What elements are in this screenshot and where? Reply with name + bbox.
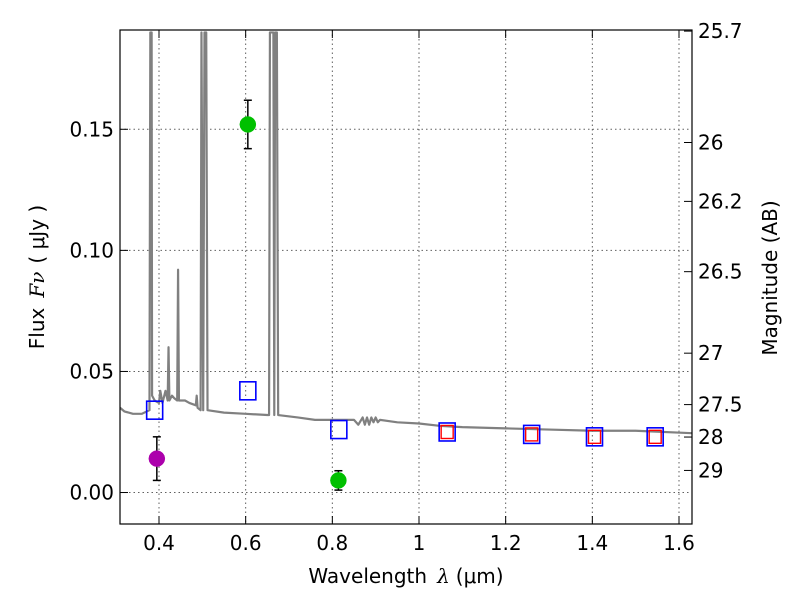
- axis-ticks: 0.4 0.6 0.8 1 1.2 1.4 1.6 0.00 0.05 0.10 0.15 25.7 2…: [69, 19, 742, 555]
- observed-point: [330, 472, 347, 489]
- mag-tick-label: 27.5: [698, 393, 743, 417]
- mag-tick-label: 26.2: [698, 189, 743, 213]
- observed-photometry: [148, 99, 347, 491]
- y-tick-label: 0.15: [69, 117, 114, 141]
- model-photometry: [145, 381, 664, 447]
- mag-tick-label: 26.5: [698, 260, 743, 284]
- x-tick-label: 0.4: [143, 531, 175, 555]
- x-axis-label: Wavelength λ (μm): [308, 564, 503, 588]
- model-photometry-square: [585, 427, 604, 447]
- y-tick-label: 0.00: [69, 481, 114, 505]
- plot-frame: [119, 29, 693, 525]
- x-tick-label: 1: [413, 531, 426, 555]
- model-photometry-red-square: [440, 424, 454, 440]
- mag-tick-label: 28: [698, 425, 723, 449]
- x-tick-label: 0.6: [230, 531, 262, 555]
- model-photometry-red-square: [524, 427, 539, 442]
- x-tick-label: 1.2: [490, 531, 522, 555]
- observed-point: [239, 116, 257, 133]
- mag-tick-label: 25.7: [698, 19, 743, 43]
- model-photometry-square: [646, 427, 664, 447]
- y-axis-label: FluxFν( μJy ): [25, 205, 49, 349]
- model-photometry-red-square: [587, 429, 602, 445]
- model-spectrum: [120, 31, 692, 435]
- x-tick-label: 0.8: [316, 531, 348, 555]
- x-tick-label: 1.4: [576, 531, 608, 555]
- model-photometry-square: [330, 419, 348, 440]
- mag-tick-label: 29: [698, 458, 723, 482]
- model-photometry-red-square: [648, 429, 662, 445]
- observed-point: [148, 450, 166, 467]
- model-photometry-square: [522, 424, 541, 445]
- right-y-axis-label: Magnitude (AB): [758, 200, 782, 355]
- model-photometry-square: [145, 400, 164, 420]
- mag-tick-label: 27: [698, 341, 723, 365]
- model-photometry-square: [438, 422, 456, 442]
- model-photometry-square: [239, 381, 257, 401]
- grid: [120, 30, 692, 524]
- spectrum-line: [120, 31, 692, 435]
- mag-tick-label: 26: [698, 130, 723, 154]
- x-tick-label: 1.6: [663, 531, 695, 555]
- y-tick-label: 0.05: [69, 359, 114, 383]
- y-tick-label: 0.10: [69, 238, 114, 262]
